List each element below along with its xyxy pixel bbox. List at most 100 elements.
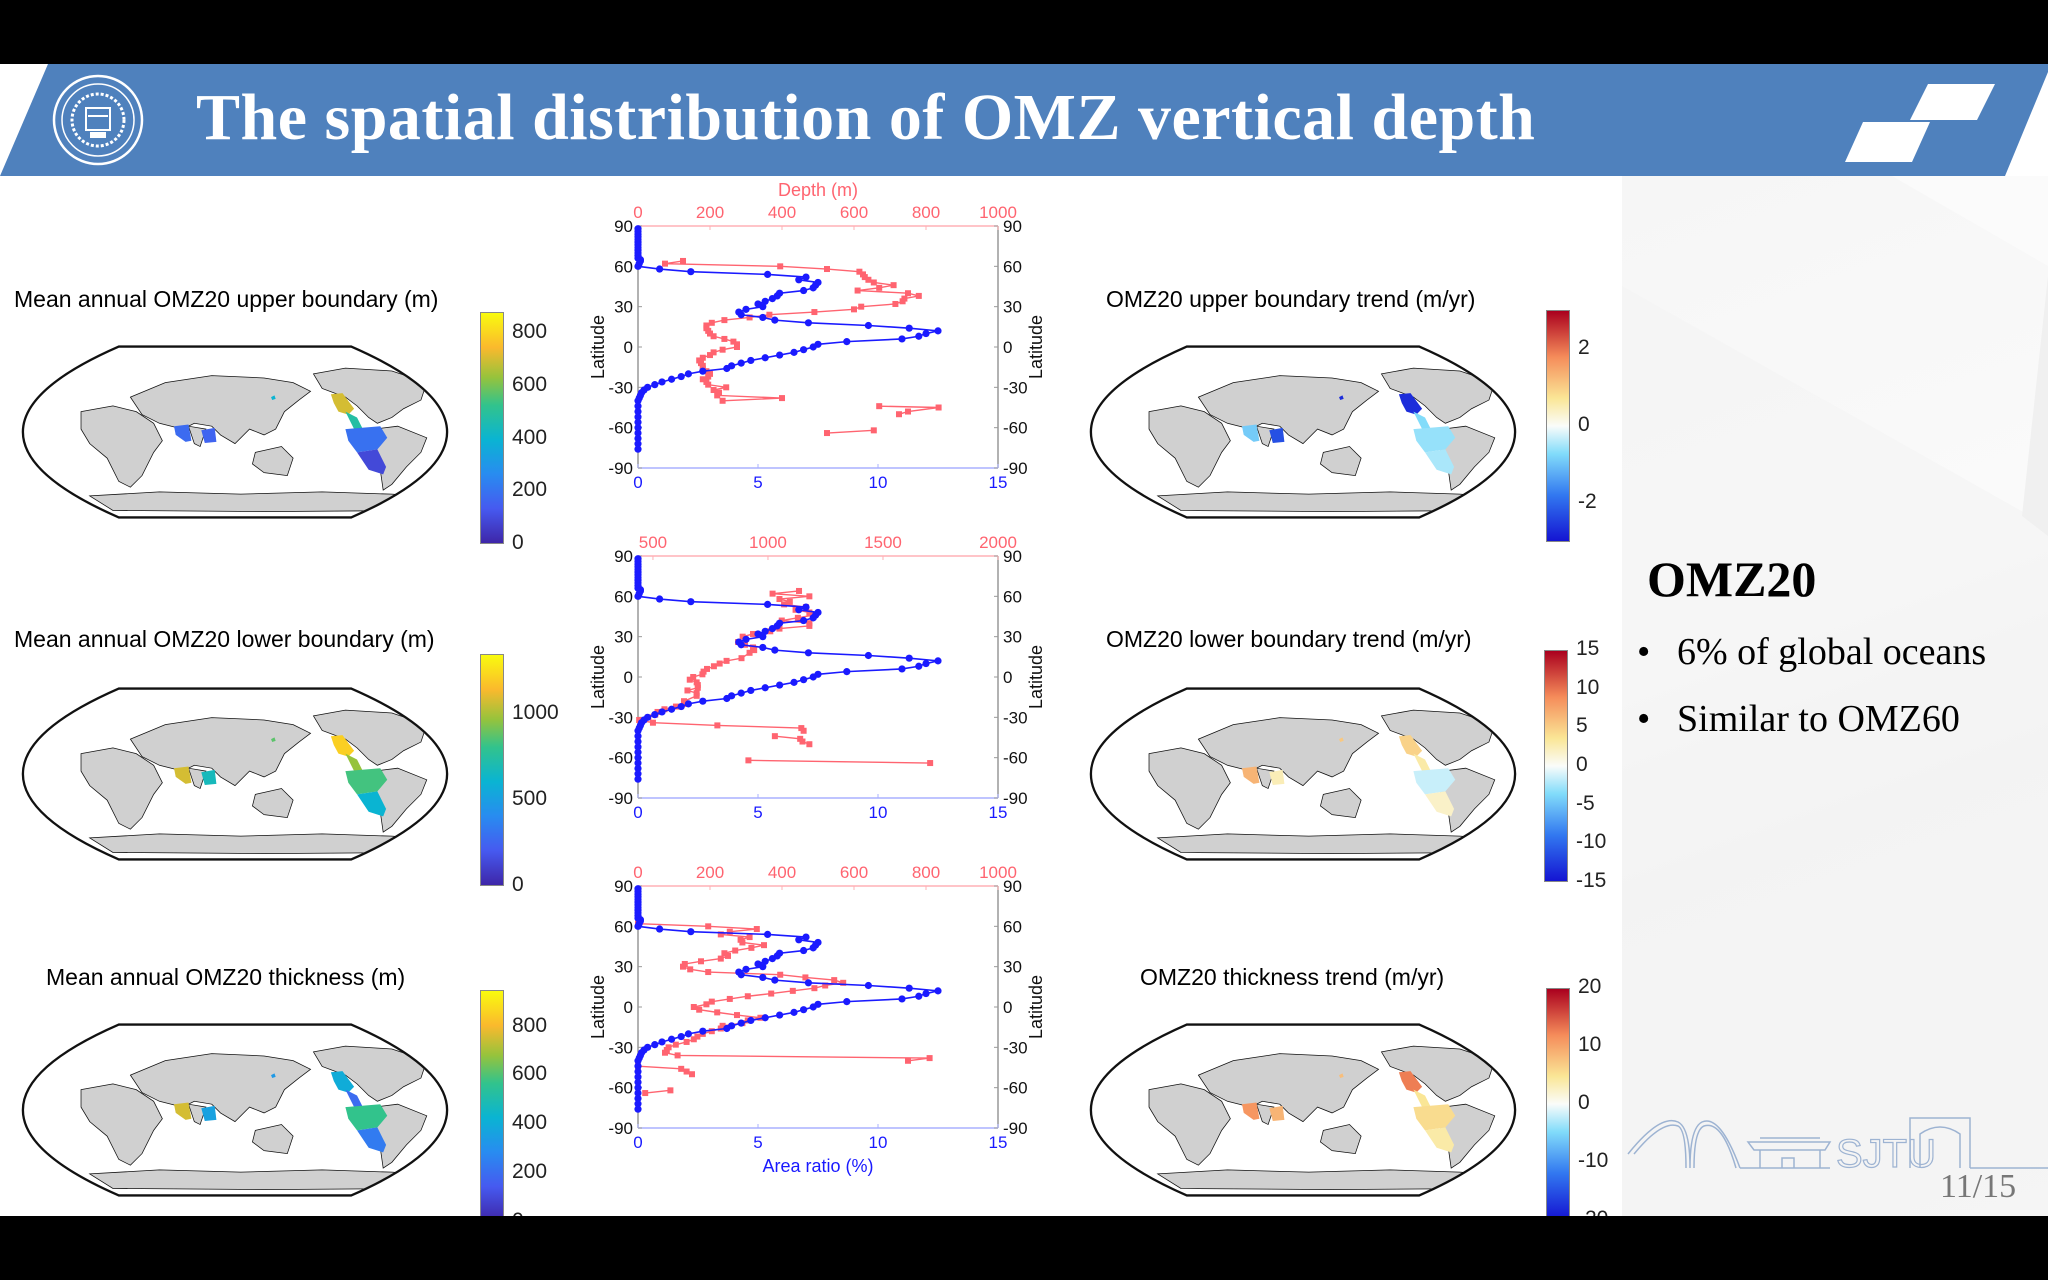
omz-region-bay_of_bengal (1269, 1105, 1285, 1122)
y-tick-label-right: -60 (1003, 419, 1028, 438)
depth-point (642, 1090, 649, 1097)
depth-point (694, 1033, 701, 1040)
depth-point (746, 934, 753, 941)
depth-point (707, 330, 713, 337)
y-tick-label-right: 0 (1003, 338, 1012, 357)
area-ratio-point (651, 1041, 659, 1049)
depth-series-line (645, 1089, 671, 1094)
area-ratio-point (737, 1019, 745, 1027)
depth-point (680, 963, 686, 970)
map-title: OMZ20 lower boundary trend (m/yr) (1106, 626, 1472, 652)
area-ratio-point (759, 633, 767, 641)
area-ratio-point (634, 1062, 642, 1070)
area-ratio-point (795, 606, 803, 614)
omz-region-arabian_sea (173, 424, 192, 442)
y-tick-label-right: -30 (1003, 1038, 1028, 1057)
area-ratio-point (804, 319, 812, 327)
y-tick-label-right: -90 (1003, 459, 1028, 478)
area-ratio-point (634, 418, 642, 426)
area-ratio-point (651, 711, 659, 719)
depth-point (896, 411, 902, 418)
area-ratio-point (934, 987, 942, 995)
area-ratio-point (761, 957, 769, 965)
depth-point (680, 257, 686, 264)
area-ratio-point (699, 367, 707, 375)
colorbar-tick-label: 800 (512, 1013, 548, 1037)
summary-heading: OMZ20 (1647, 551, 1817, 607)
colorbar-tick-label: 0 (512, 873, 524, 896)
colorbar-tick-label: -20 (1578, 1207, 1608, 1216)
colorbar-tick-label: 0 (512, 1209, 524, 1216)
area-ratio-point (802, 933, 810, 941)
depth-point (806, 609, 813, 616)
omz-region-peru (357, 449, 387, 475)
sjtu-skyline-icon: SJTU (1627, 1117, 2048, 1177)
omz-region-peru (1425, 791, 1455, 817)
map-title: OMZ20 upper boundary trend (m/yr) (1106, 286, 1476, 312)
area-ratio-point (934, 657, 942, 665)
depth-point (768, 990, 775, 997)
omz-region-arabian_sea (1241, 424, 1260, 442)
depth-point (717, 931, 724, 938)
area-ratio-point (634, 440, 642, 448)
depth-point (703, 1001, 710, 1008)
depth-point (744, 993, 751, 1000)
top-x-tick-label: 1000 (749, 533, 787, 552)
depth-point (800, 727, 807, 734)
area-ratio-point (658, 378, 666, 386)
left-axis-label: Latitude (588, 315, 608, 379)
area-ratio-point (776, 681, 784, 689)
map-frame (21, 345, 449, 519)
depth-point (710, 663, 717, 670)
omz-region-ne_pacific_mid (1413, 411, 1431, 430)
top-x-tick-label: 600 (840, 863, 868, 882)
colorbar-tick-label: 400 (512, 1111, 548, 1135)
bottom-axis-label: Area ratio (%) (762, 1156, 873, 1176)
depth-point (723, 384, 730, 391)
depth-point (745, 757, 752, 764)
left-axis-label: Latitude (588, 975, 608, 1039)
depth-point (840, 979, 847, 986)
y-tick-label-left: -30 (608, 378, 633, 397)
colorbar (480, 312, 504, 544)
area-ratio-point (634, 1084, 642, 1092)
y-tick-label-left: -90 (608, 1119, 633, 1138)
colorbar-tick-label: 500 (512, 787, 548, 811)
y-tick-label-left: 90 (614, 217, 633, 236)
omz-region-arabian_sea (173, 1102, 192, 1120)
colorbar (1544, 650, 1568, 882)
y-tick-label-right: 30 (1003, 958, 1022, 977)
depth-point (649, 719, 656, 726)
depth-point (726, 995, 733, 1002)
area-ratio-point (898, 995, 906, 1003)
y-tick-label-right: 90 (1003, 877, 1022, 896)
area-ratio-point (687, 928, 695, 936)
colorbar-tick-label: -2 (1578, 490, 1597, 514)
y-tick-label-right: 90 (1003, 547, 1022, 566)
land-australia (252, 446, 294, 476)
area-ratio-point (634, 402, 642, 410)
depth-point (851, 306, 857, 313)
top-x-tick-label: 1000 (979, 203, 1017, 222)
depth-point (662, 260, 668, 267)
area-ratio-point (800, 946, 808, 955)
land-africa (1148, 1083, 1231, 1166)
area-ratio-point (915, 662, 923, 670)
area-ratio-point (759, 303, 767, 311)
omz-region-north_pacific_spot (1339, 737, 1344, 743)
y-tick-label-left: 0 (624, 668, 633, 687)
colorbar-tick-label: 200 (512, 478, 548, 502)
area-ratio-point (677, 702, 685, 711)
depth-point (683, 1038, 690, 1045)
map-frame (21, 1023, 449, 1197)
colorbar (1546, 988, 1570, 1216)
area-ratio-point (651, 381, 659, 389)
omz-region-ne_pacific_north (1398, 735, 1423, 757)
y-tick-label-left: 30 (614, 628, 633, 647)
depth-point (806, 741, 813, 748)
university-seal-icon (52, 74, 144, 166)
area-ratio-point (843, 338, 851, 346)
depth-point (674, 1052, 681, 1059)
omz-region-ne_pacific_mid (1413, 1089, 1431, 1108)
